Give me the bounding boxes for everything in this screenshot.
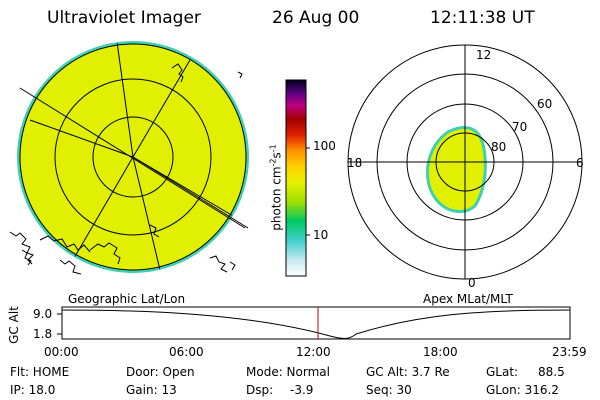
time-tick-2359: 23:59 <box>552 345 587 359</box>
date-label: 26 Aug 00 <box>272 8 360 28</box>
timeline-tick-high: 9.0 <box>33 307 53 321</box>
polar-grid <box>347 44 583 280</box>
time-label: 12:11:38 UT <box>430 8 535 28</box>
status-dsp-label: Dsp: <box>246 383 274 397</box>
time-tick-0000: 00:00 <box>44 345 79 359</box>
status-mode: Mode: Normal <box>246 365 330 379</box>
geographic-panel-label: Geographic Lat/Lon <box>68 292 186 306</box>
status-seq: Seq: 30 <box>366 383 412 397</box>
terminator-line <box>19 87 246 229</box>
status-glat-value: 88.5 <box>538 365 565 379</box>
colorbar-tick-10: 10 <box>313 228 329 242</box>
time-tick-0600: 06:00 <box>169 345 204 359</box>
status-glon: GLon: 316.2 <box>486 383 559 397</box>
altitude-curve <box>61 309 571 339</box>
colorbar-tick-100: 100 <box>313 139 336 153</box>
status-flight: Flt: HOME <box>10 365 70 379</box>
mlat-60-label: 60 <box>537 97 553 111</box>
altitude-timeline <box>57 306 571 340</box>
status-door: Door: Open <box>126 365 195 379</box>
mlt-0-label: 0 <box>468 276 476 290</box>
colorbar-unit-label: photon cm-2s-1 <box>268 144 284 231</box>
mlat-70-label: 70 <box>512 120 528 134</box>
coastline <box>9 63 243 275</box>
time-tick-1800: 18:00 <box>423 345 458 359</box>
mlat-80-label: 80 <box>491 140 507 154</box>
geographic-image <box>9 41 249 275</box>
polar-plot <box>347 44 583 280</box>
instrument-title: Ultraviolet Imager <box>47 8 201 28</box>
colorbar <box>285 79 310 277</box>
timeline-ylabel: GC Alt <box>7 306 21 344</box>
auroral-oval <box>425 126 487 214</box>
mlt-12-label: 12 <box>476 48 492 62</box>
timeline-tick-low: 1.8 <box>33 327 53 341</box>
status-gain: Gain: 13 <box>126 383 177 397</box>
apex-panel-label: Apex MLat/MLT <box>423 292 513 306</box>
time-tick-1200: 12:00 <box>296 345 331 359</box>
status-dsp-value: -3.9 <box>290 383 314 397</box>
mlt-18-label: 18 <box>347 156 363 170</box>
timeline-frame <box>61 306 571 340</box>
status-gc-alt: GC Alt: 3.7 Re <box>366 365 450 379</box>
mlt-6-label: 6 <box>576 156 584 170</box>
status-ip: IP: 18.0 <box>10 383 56 397</box>
status-glat-label: GLat: <box>486 365 519 379</box>
geographic-grid <box>19 42 247 271</box>
